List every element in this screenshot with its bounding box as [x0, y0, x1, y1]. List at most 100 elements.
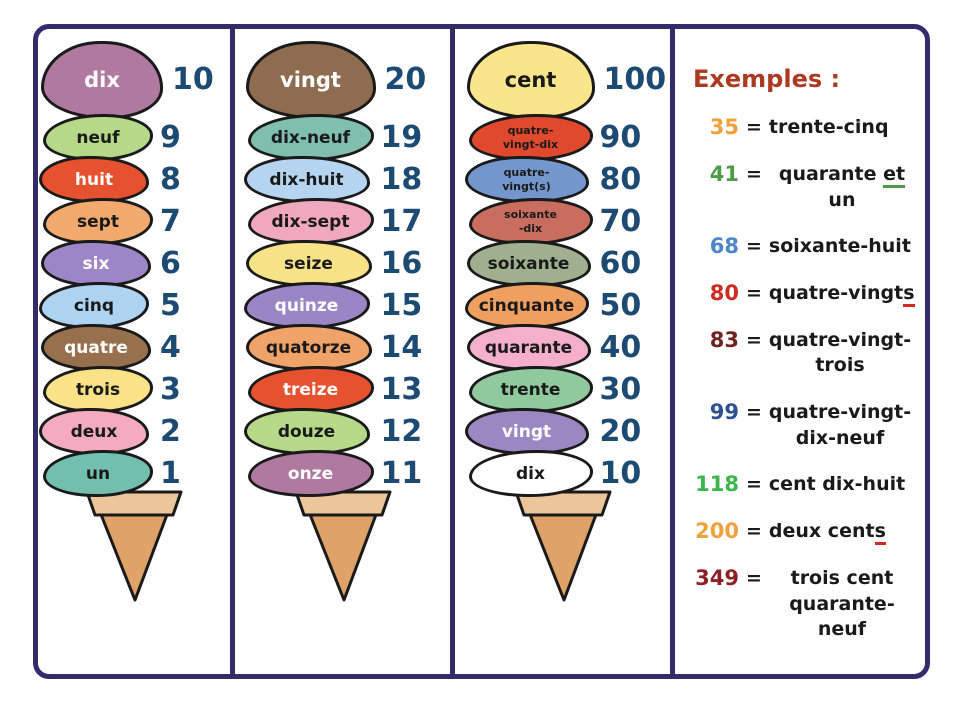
ice-cream-cone-icon	[294, 490, 391, 602]
scoop-row: six 6	[41, 240, 227, 287]
example-text-line: quarante et un	[769, 162, 915, 214]
ice-cream-scoop: seize	[245, 240, 372, 287]
scoop-number-word: cinq	[73, 295, 115, 316]
example-text-line: trois cent	[769, 566, 915, 592]
example-text-line: quatre-vingts	[769, 281, 915, 307]
scoop-numeral: 17	[380, 203, 423, 239]
scoop-row: quinze 15	[243, 282, 440, 329]
scoop-row: deux 2	[39, 408, 227, 455]
panel-numbers-1-10: dix 10 neuf 9 huit 8 sept 7 six 6 cinq 5…	[38, 29, 235, 674]
scoop-number-word: soixante -dix	[504, 208, 557, 235]
examples-title: Exemples :	[693, 65, 841, 93]
scoop-row: sept 7	[41, 198, 227, 245]
example-number-word: soixante-huit	[769, 234, 911, 260]
scoop-row: quarante 40	[466, 324, 659, 371]
example-number-word: trente-cinq	[769, 115, 889, 141]
scoop-numeral: 5	[160, 287, 181, 323]
scoop-numeral: 20	[599, 413, 642, 449]
example-item: 200 = deux cents	[693, 519, 915, 545]
example-item: 80 = quatre-vingts	[693, 281, 915, 307]
scoop-row: vingt 20	[245, 41, 440, 119]
example-number-word: quatre-vingt-trois	[769, 328, 911, 379]
scoop-row: huit 8	[39, 156, 227, 203]
example-item: 41 = quarante et un	[693, 162, 915, 214]
example-text-run: quatre-vingt-	[768, 328, 912, 351]
example-text-run: quatre-vingt	[768, 281, 904, 304]
scoop-number-word: dix-neuf	[270, 127, 351, 148]
scoop-number-word: un	[85, 463, 111, 484]
example-text-line: quatre-vingt-	[769, 328, 911, 354]
scoop-numeral: 7	[160, 203, 181, 239]
equals-sign: =	[746, 235, 762, 258]
example-item: 349 = trois cent quarante-neuf	[693, 566, 915, 643]
scoop-row: cent 100	[466, 41, 666, 119]
equals-sign: =	[746, 566, 762, 589]
ice-cream-scoop: treize	[247, 366, 374, 413]
ice-cream-scoop: deux	[39, 408, 149, 455]
example-numeral: 68	[709, 234, 739, 259]
example-text-line: cent dix-huit	[769, 472, 905, 498]
example-numeral: 83	[709, 327, 739, 352]
scoop-numeral: 12	[380, 413, 423, 449]
scoop-row: dix 10	[41, 41, 227, 119]
scoop-stack-tens: cent 100 quatre- vingt-dix 90 quatre- vi…	[464, 41, 666, 497]
scoop-row: quatorze 14	[245, 324, 440, 371]
scoop-row: soixante -dix 70	[467, 198, 659, 245]
ice-cream-scoop: cinq	[39, 282, 149, 329]
ice-cream-scoop: vingt	[464, 408, 589, 455]
scoop-numeral: 18	[380, 161, 423, 197]
example-text-run: cent dix-huit	[768, 473, 906, 496]
scoop-number-word: soixante	[487, 253, 570, 274]
example-text-line: dix-neuf	[769, 426, 911, 452]
ice-cream-scoop: trente	[468, 366, 593, 413]
ice-cream-scoop: cent	[466, 41, 595, 119]
example-text-line: soixante-huit	[769, 234, 911, 260]
scoop-number-word: neuf	[76, 127, 120, 148]
scoop-numeral: 13	[380, 371, 423, 407]
ice-cream-scoop: sept	[43, 198, 153, 245]
scoop-numeral: 60	[599, 245, 642, 281]
example-text-run: quatre-vingt-	[768, 401, 912, 424]
scoop-numeral: 20	[384, 62, 427, 97]
scoop-number-word: quatre- vingt(s)	[502, 166, 551, 193]
ice-cream-scoop: quatre- vingt-dix	[468, 114, 593, 161]
example-text-line: trois	[769, 353, 911, 379]
example-text-run: trois cent	[790, 566, 894, 589]
scoop-row: dix-neuf 19	[246, 114, 440, 161]
ice-cream-scoop: onze	[247, 450, 374, 497]
scoop-numeral: 2	[160, 413, 181, 449]
scoop-row: trois 3	[41, 366, 227, 413]
ice-cream-scoop: dix-sept	[247, 198, 374, 245]
scoop-row: dix 10	[467, 450, 659, 497]
equals-sign: =	[746, 116, 762, 138]
scoop-numeral: 19	[380, 119, 423, 155]
scoop-row: un 1	[41, 450, 227, 497]
example-text-run: trois	[815, 354, 865, 377]
equals-sign: =	[746, 281, 762, 304]
ice-cream-scoop: quatre- vingt(s)	[464, 156, 589, 203]
example-number-word: quatre-vingt-dix-neuf	[769, 400, 911, 451]
scoop-numeral: 8	[160, 161, 181, 197]
example-text-run: quarante-neuf	[789, 592, 895, 641]
scoop-row: dix-sept 17	[246, 198, 440, 245]
example-item: 68 = soixante-huit	[693, 234, 915, 260]
example-text-run: et	[883, 164, 906, 188]
scoop-number-word: quatre	[64, 337, 128, 358]
scoop-number-word: onze	[287, 463, 334, 484]
example-numeral: 41	[709, 161, 739, 186]
panel-numbers-10-100: cent 100 quatre- vingt-dix 90 quatre- vi…	[455, 29, 675, 674]
scoop-numeral: 14	[380, 329, 423, 365]
ice-cream-scoop: dix-huit	[243, 156, 370, 203]
equals-sign: =	[746, 473, 762, 496]
panel-examples: Exemples : 35 = trente-cinq 41 = quarant…	[675, 29, 925, 674]
equals-sign: =	[746, 520, 762, 542]
ice-cream-scoop: quarante	[466, 324, 591, 371]
example-numeral: 80	[709, 280, 739, 305]
example-text-run: un	[828, 188, 856, 211]
scoop-number-word: trois	[75, 379, 121, 400]
ice-cream-scoop: vingt	[245, 41, 376, 119]
french-numbers-poster: dix 10 neuf 9 huit 8 sept 7 six 6 cinq 5…	[33, 24, 930, 679]
scoop-numeral: 1	[160, 455, 181, 491]
scoop-number-word: huit	[74, 169, 114, 190]
scoop-number-word: dix-sept	[271, 211, 350, 232]
